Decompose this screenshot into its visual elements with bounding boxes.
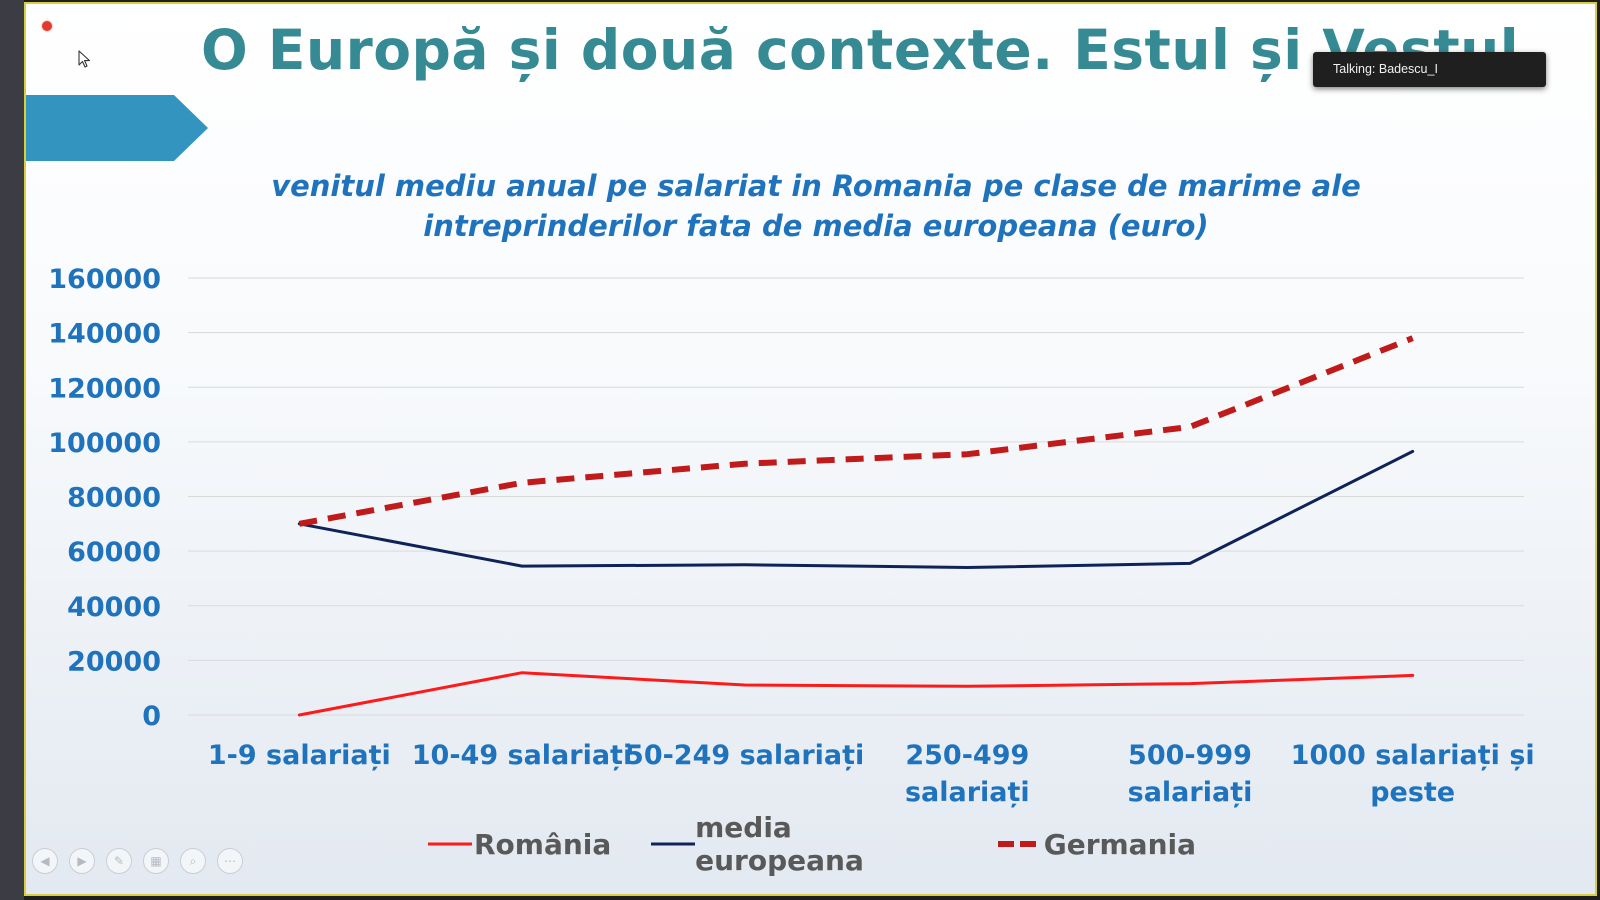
legend-label: România bbox=[474, 827, 612, 861]
chart-gridlines bbox=[188, 277, 1524, 716]
arrow-banner-shape bbox=[26, 95, 208, 161]
chart-title-line-2: intreprinderilor fata de media europeana… bbox=[423, 209, 1209, 243]
legend-swatch bbox=[997, 841, 1042, 847]
presentation-slide: O Europă și două contexte. Estul și Vest… bbox=[24, 2, 1597, 896]
record-indicator-icon bbox=[41, 20, 53, 32]
x-tick-label: 1-9 salariați bbox=[208, 740, 391, 771]
presenter-left-strip bbox=[0, 0, 24, 900]
pen-icon[interactable]: ✎ bbox=[106, 848, 132, 874]
chart-series bbox=[297, 335, 1415, 717]
y-tick-label: 0 bbox=[142, 701, 161, 732]
legend-swatch bbox=[428, 842, 472, 846]
x-tick-label-line: 1000 salariați și bbox=[1291, 740, 1535, 771]
y-tick-label: 160000 bbox=[48, 264, 161, 295]
legend-item: media europeana bbox=[649, 811, 957, 877]
line-chart: 0 20000 40000 60000 80000 100000 120000 140000 1… bbox=[48, 264, 1535, 808]
x-tick-label-line: 1-9 salariați bbox=[208, 740, 391, 771]
legend-item: România bbox=[426, 828, 611, 861]
chart-title-line-1: venitul mediu anual pe salariat in Roman… bbox=[271, 169, 1361, 203]
legend-label: Germania bbox=[1043, 827, 1196, 861]
x-tick-label-line: 50-249 salariați bbox=[625, 740, 864, 771]
legend-label: media europeana bbox=[695, 811, 864, 877]
previous-slide-icon[interactable]: ◀ bbox=[32, 848, 58, 874]
zoom-icon[interactable]: ⌕ bbox=[180, 848, 206, 874]
y-axis: 0 20000 40000 60000 80000 100000 120000 140000 1… bbox=[48, 264, 161, 732]
x-tick-label-line: 250-499 bbox=[905, 740, 1029, 771]
talking-indicator: Talking: Badescu_I bbox=[1313, 52, 1546, 87]
x-tick-label-line: 500-999 bbox=[1128, 740, 1252, 771]
x-tick-label: 1000 salariați și peste bbox=[1291, 740, 1535, 808]
y-tick-label: 80000 bbox=[67, 483, 161, 514]
y-tick-label: 100000 bbox=[48, 428, 161, 459]
series-line-rom-nia bbox=[297, 671, 1415, 717]
x-tick-label-line: salariați bbox=[905, 777, 1030, 808]
y-tick-label: 40000 bbox=[67, 592, 161, 623]
grid-view-icon[interactable]: ▦ bbox=[143, 848, 169, 874]
x-tick-label: 10-49 salariați bbox=[412, 740, 632, 771]
slide-title: O Europă și două contexte. Estul și Vest… bbox=[201, 18, 1520, 82]
x-tick-label: 250-499 salariați bbox=[905, 740, 1030, 808]
y-tick-label: 140000 bbox=[48, 319, 161, 350]
chart-legend: România media europeana Germania bbox=[426, 811, 1196, 877]
series-line-media-europeana bbox=[297, 449, 1415, 569]
y-tick-label: 60000 bbox=[67, 537, 161, 568]
legend-item: Germania bbox=[996, 828, 1196, 861]
more-options-icon[interactable]: ⋯ bbox=[217, 848, 243, 874]
y-tick-label: 20000 bbox=[67, 646, 161, 677]
y-tick-label: 120000 bbox=[48, 373, 161, 404]
chart-title: venitul mediu anual pe salariat in Roman… bbox=[186, 166, 1446, 246]
x-tick-label-line: 10-49 salariați bbox=[412, 740, 632, 771]
series-line-germania bbox=[298, 335, 1414, 527]
x-tick-label-line: salariați bbox=[1128, 777, 1253, 808]
x-tick-label: 50-249 salariați bbox=[625, 740, 864, 771]
x-tick-label: 500-999 salariați bbox=[1128, 740, 1253, 808]
slideshow-controls: ◀ ▶ ✎ ▦ ⌕ ⋯ bbox=[32, 848, 243, 874]
mouse-pointer-icon bbox=[78, 50, 91, 68]
legend-swatch bbox=[651, 842, 696, 846]
next-slide-icon[interactable]: ▶ bbox=[69, 848, 95, 874]
x-tick-label-line: peste bbox=[1370, 777, 1455, 808]
